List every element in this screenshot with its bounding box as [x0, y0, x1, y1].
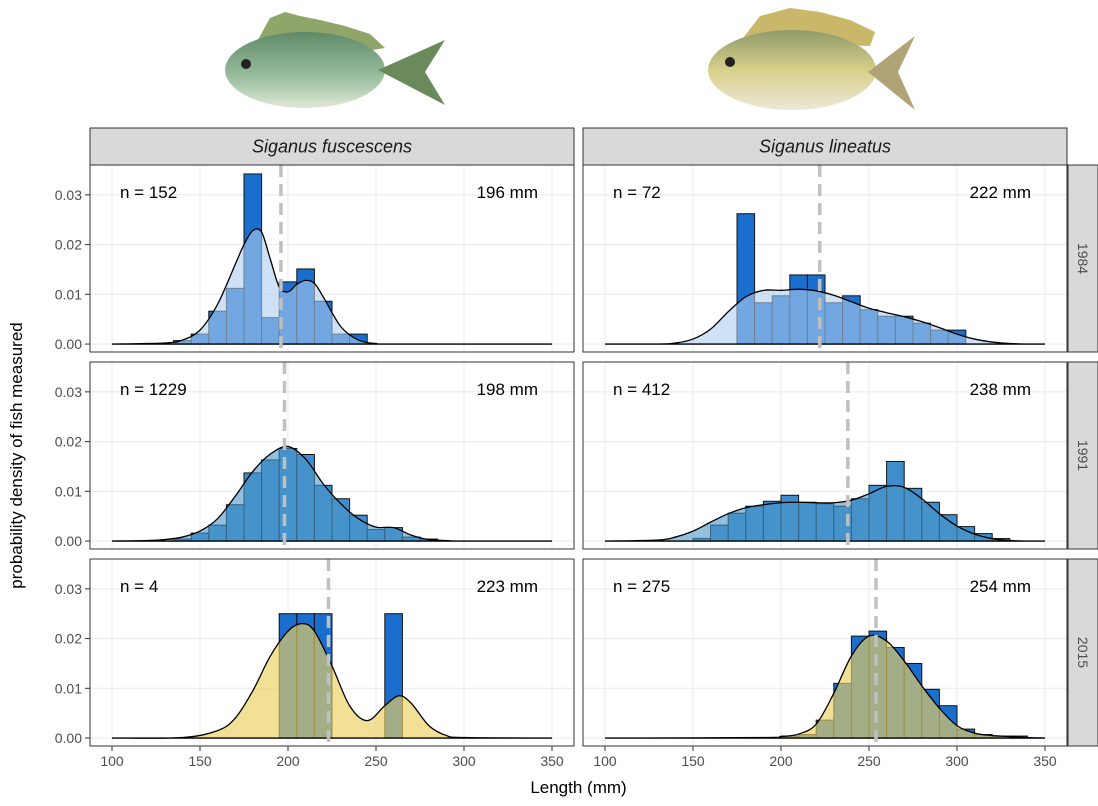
mean-label: 254 mm	[970, 577, 1031, 596]
sample-size-label: n = 72	[613, 183, 661, 202]
y-tick-label: 0.00	[55, 533, 82, 549]
density-curve	[111, 623, 553, 739]
facet-strip	[1067, 558, 1098, 747]
facet-strip	[1067, 164, 1098, 353]
density-curve	[111, 445, 553, 542]
mean-label: 223 mm	[477, 577, 538, 596]
y-axis-title: probability density of fish measured	[7, 322, 26, 588]
panel: n = 412 238 mm	[582, 361, 1068, 550]
x-tick-label: 100	[100, 753, 124, 769]
panel-border	[582, 164, 1068, 353]
panel-border	[582, 558, 1068, 747]
panel: n = 152 196 mm 0.00 0.01 0.02 0.03	[55, 164, 575, 353]
panel: n = 275 254 mm 100 150 200 250 300 350	[582, 558, 1068, 769]
density-curve	[604, 288, 1046, 345]
y-tick-label: 0.02	[55, 237, 82, 253]
x-tick-label: 250	[857, 753, 881, 769]
y-tick-label: 0.03	[55, 581, 82, 597]
panel-border	[89, 361, 575, 550]
y-tick-label: 0.01	[55, 286, 82, 302]
y-tick-label: 0.01	[55, 680, 82, 696]
y-tick-label: 0.02	[55, 434, 82, 450]
y-tick-label: 0.03	[55, 384, 82, 400]
y-tick-label: 0.00	[55, 730, 82, 746]
sample-size-label: n = 4	[120, 577, 158, 596]
y-tick-label: 0.01	[55, 483, 82, 499]
panel: n = 72 222 mm	[582, 164, 1068, 353]
panel: n = 1229 198 mm 0.00 0.01 0.02 0.03	[55, 361, 575, 550]
sample-size-label: n = 152	[120, 183, 177, 202]
facet-strip	[89, 127, 575, 166]
mean-label: 222 mm	[970, 183, 1031, 202]
fish-illustration	[225, 12, 445, 108]
sample-size-label: n = 1229	[120, 380, 187, 399]
x-tick-label: 150	[188, 753, 212, 769]
x-tick-label: 350	[540, 753, 564, 769]
facet-strip-label: 2015	[1075, 637, 1091, 668]
facet-strip-label: 1984	[1075, 243, 1091, 274]
mean-label: 196 mm	[477, 183, 538, 202]
x-tick-label: 250	[364, 753, 388, 769]
x-tick-label: 200	[769, 753, 793, 769]
panel-border	[582, 361, 1068, 550]
sample-size-label: n = 275	[613, 577, 670, 596]
y-tick-label: 0.00	[55, 336, 82, 352]
facet-strip	[582, 127, 1068, 166]
mean-label: 198 mm	[477, 380, 538, 399]
x-tick-label: 300	[452, 753, 476, 769]
sample-size-label: n = 412	[613, 380, 670, 399]
x-tick-label: 350	[1033, 753, 1057, 769]
x-axis-title: Length (mm)	[530, 778, 626, 797]
y-tick-label: 0.03	[55, 187, 82, 203]
x-tick-label: 150	[681, 753, 705, 769]
facet-strip-label: Siganus fuscescens	[252, 137, 412, 157]
y-tick-label: 0.02	[55, 631, 82, 647]
facet-strip-label: 1991	[1075, 440, 1091, 471]
panel-border	[89, 558, 575, 747]
panel-border	[89, 164, 575, 353]
fish-illustration	[708, 8, 915, 110]
density-curve	[604, 484, 1046, 542]
x-tick-label: 200	[276, 753, 300, 769]
facet-strip	[1067, 361, 1098, 550]
facet-strip-label: Siganus lineatus	[759, 137, 891, 157]
density-curve	[604, 634, 1046, 739]
panel: n = 4 223 mm 0.00 0.01 0.02 0.03 100 150 200 250 3…	[55, 558, 575, 769]
x-tick-label: 300	[945, 753, 969, 769]
mean-label: 238 mm	[970, 380, 1031, 399]
x-tick-label: 100	[593, 753, 617, 769]
